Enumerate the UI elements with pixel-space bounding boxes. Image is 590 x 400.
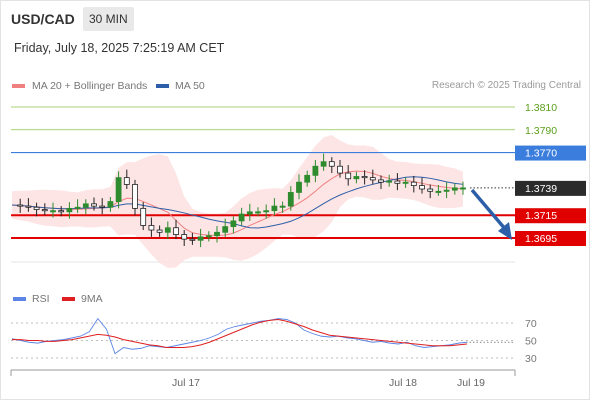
candle-body bbox=[99, 205, 106, 208]
candle-body bbox=[296, 181, 302, 193]
rsi-tick-30: 30 bbox=[525, 353, 537, 365]
rsi-line bbox=[11, 317, 468, 355]
chart-datetime: Friday, July 18, 2025 7:25:19 AM CET bbox=[14, 41, 225, 55]
candle-body bbox=[361, 176, 368, 179]
candle-body bbox=[320, 161, 327, 167]
last-price-label: 1.3739 bbox=[525, 183, 557, 195]
ma9-legend-label: 9MA bbox=[81, 293, 103, 305]
candle-body bbox=[263, 210, 270, 213]
candle-body bbox=[230, 220, 237, 228]
candle-body bbox=[74, 206, 81, 209]
ma9-legend-swatch bbox=[62, 297, 75, 301]
candle-body bbox=[91, 203, 97, 207]
candle-body bbox=[205, 235, 212, 238]
candle-body bbox=[410, 181, 417, 186]
candle-body bbox=[173, 227, 179, 235]
ma20-line bbox=[11, 170, 464, 236]
candle-body bbox=[394, 180, 401, 184]
candle-body bbox=[337, 165, 343, 174]
research-credit: Research © 2025 Trading Central bbox=[431, 80, 581, 91]
candle-body bbox=[279, 205, 286, 208]
candle-body bbox=[66, 207, 73, 213]
candle-body bbox=[164, 227, 171, 233]
candle-body bbox=[222, 226, 229, 233]
rsi-tick-50: 50 bbox=[525, 336, 537, 348]
level-label-1.3810: 1.3810 bbox=[525, 102, 557, 114]
candle-body bbox=[41, 209, 48, 212]
candle-body bbox=[271, 205, 278, 212]
rsi-ma9-line bbox=[12, 318, 468, 348]
candles-group bbox=[17, 153, 466, 248]
candle-body bbox=[238, 213, 245, 222]
candle-body bbox=[189, 238, 196, 241]
candle-body bbox=[402, 181, 409, 184]
last-price-tag bbox=[515, 180, 586, 196]
candle-body bbox=[460, 187, 466, 190]
candle-body bbox=[369, 177, 376, 181]
forecast-arrow-head bbox=[498, 222, 512, 240]
bollinger-band-area bbox=[12, 135, 463, 269]
candle-body bbox=[287, 192, 294, 207]
bollinger-legend-swatch bbox=[12, 84, 25, 88]
candle-body bbox=[50, 210, 56, 213]
candle-body bbox=[419, 185, 425, 190]
forecast-arrow-shaft bbox=[470, 188, 508, 232]
candle-body bbox=[435, 190, 442, 193]
level-label-1.3695: 1.3695 bbox=[525, 233, 557, 245]
symbol-title: USD/CAD bbox=[11, 11, 75, 27]
time-axis-label: Jul 19 bbox=[457, 377, 485, 389]
time-axis-label: Jul 18 bbox=[389, 377, 417, 389]
candle-body bbox=[132, 184, 138, 209]
candle-body bbox=[197, 236, 204, 241]
level-label-1.3715: 1.3715 bbox=[525, 210, 557, 222]
candle-body bbox=[451, 187, 458, 191]
candle-body bbox=[25, 205, 32, 208]
candle-body bbox=[312, 165, 319, 176]
candle-body bbox=[214, 231, 220, 237]
level-tag-1.3770 bbox=[515, 145, 586, 161]
candle-body bbox=[140, 207, 147, 226]
candle-body bbox=[255, 211, 261, 214]
candle-body bbox=[17, 204, 24, 207]
level-label-1.3790: 1.3790 bbox=[525, 125, 557, 137]
candle-body bbox=[353, 176, 360, 180]
chart-header: USD/CAD 30 MIN bbox=[0, 0, 590, 38]
candle-body bbox=[82, 203, 89, 208]
candle-body bbox=[443, 189, 450, 192]
level-label-1.3770: 1.3770 bbox=[525, 148, 557, 160]
candle-body bbox=[386, 180, 393, 183]
bollinger-legend-label: MA 20 + Bollinger Bands bbox=[32, 80, 148, 92]
candle-body bbox=[148, 225, 155, 231]
level-tag-1.3715 bbox=[515, 208, 586, 224]
candle-body bbox=[123, 177, 130, 185]
candle-body bbox=[427, 188, 434, 192]
timeframe-badge[interactable]: 30 MIN bbox=[83, 7, 134, 31]
rsi-legend-swatch bbox=[13, 297, 26, 301]
candle-body bbox=[58, 210, 65, 213]
candle-body bbox=[115, 177, 122, 202]
candle-body bbox=[181, 234, 188, 240]
level-tag-1.3695 bbox=[515, 231, 586, 246]
ma50-legend-swatch bbox=[156, 84, 169, 88]
candle-body bbox=[328, 161, 335, 167]
candle-body bbox=[107, 201, 114, 208]
ma50-legend-label: MA 50 bbox=[175, 80, 205, 92]
candle-body bbox=[304, 174, 311, 183]
time-axis-label: Jul 17 bbox=[172, 377, 200, 389]
candle-body bbox=[156, 229, 163, 233]
candle-body bbox=[246, 211, 253, 215]
rsi-legend-label: RSI bbox=[32, 293, 50, 305]
candle-body bbox=[33, 206, 40, 210]
candle-body bbox=[378, 179, 384, 183]
candle-body bbox=[345, 172, 352, 180]
rsi-tick-70: 70 bbox=[525, 318, 537, 330]
